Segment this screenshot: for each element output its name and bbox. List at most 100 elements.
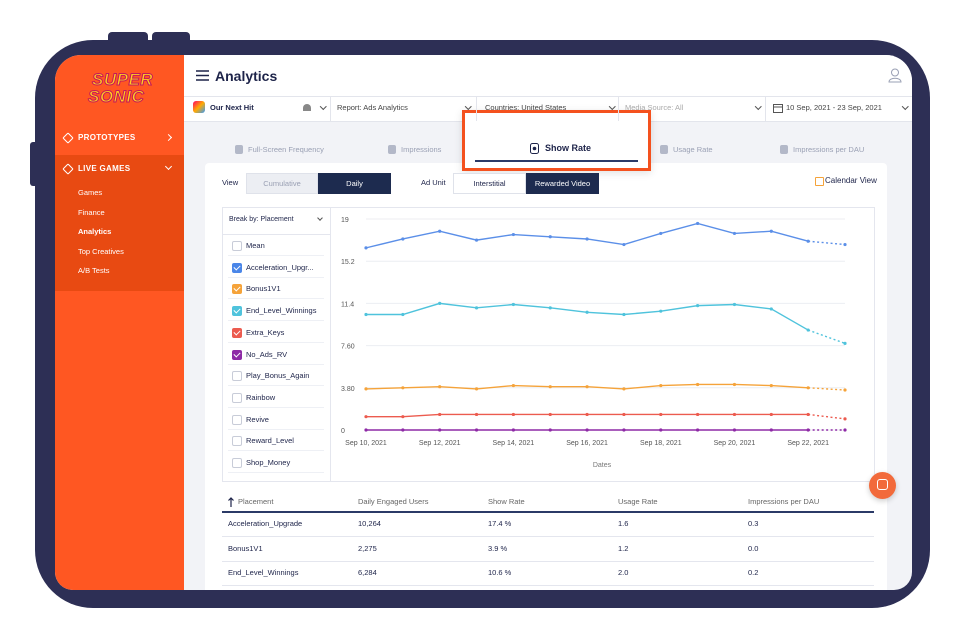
- table-header-rule: [222, 511, 874, 513]
- filter[interactable]: Our Next Hit: [210, 103, 254, 112]
- data-point: [769, 229, 773, 233]
- checkbox[interactable]: [232, 262, 242, 273]
- segment-label[interactable]: Rewarded Video: [534, 179, 591, 188]
- x-tick-label: Sep 18, 2021: [640, 440, 682, 447]
- segment-label[interactable]: Interstitial: [473, 179, 506, 188]
- table-cell: 3.9 %: [488, 543, 508, 553]
- y-tick-label: 0: [341, 428, 345, 435]
- breakdown-select[interactable]: Break by: Placement: [229, 216, 294, 223]
- data-point: [732, 382, 737, 387]
- filter-separator: [330, 97, 331, 121]
- nav-section[interactable]: LIVE GAMES: [78, 164, 131, 173]
- placement-label[interactable]: Rainbow: [246, 392, 276, 402]
- checkbox[interactable]: [232, 436, 242, 447]
- user-icon[interactable]: [888, 68, 902, 83]
- placement-label[interactable]: Extra_Keys: [246, 327, 285, 337]
- placement-label[interactable]: Revive: [246, 414, 269, 424]
- placement-label[interactable]: End_Level_Winnings: [246, 306, 317, 316]
- segment-button[interactable]: [246, 173, 318, 194]
- filter[interactable]: 10 Sep, 2021 - 23 Sep, 2021: [786, 103, 882, 112]
- table-cell: 2.0: [618, 568, 629, 578]
- x-tick-label: Sep 16, 2021: [566, 440, 608, 447]
- breakdown-panel: Break by: Placement Mean Acceleration_Upgr…: [222, 207, 331, 481]
- checkbox[interactable]: [232, 284, 242, 295]
- checkbox[interactable]: [232, 392, 242, 403]
- calendar-icon: [815, 177, 824, 186]
- data-point: [474, 428, 479, 432]
- filter[interactable]: Countries: United States: [485, 103, 567, 112]
- series-line-projected: [808, 387, 846, 391]
- segment-button[interactable]: [318, 173, 391, 194]
- tab[interactable]: Usage Rate: [673, 145, 713, 154]
- checkbox[interactable]: [232, 349, 242, 360]
- dropdown-chevron[interactable]: [317, 215, 323, 221]
- nav-item[interactable]: Games: [78, 188, 103, 197]
- tab-icon: [235, 145, 243, 154]
- checkbox[interactable]: [232, 414, 242, 425]
- placement-label[interactable]: Mean: [246, 241, 265, 250]
- tab[interactable]: Impressions per DAU: [793, 145, 865, 154]
- segment-label[interactable]: Cumulative: [263, 179, 301, 188]
- placement-label[interactable]: Play_Bonus_Again: [246, 371, 310, 381]
- y-tick-label: 19: [341, 217, 349, 224]
- checkbox[interactable]: [232, 241, 242, 251]
- sort-arrow[interactable]: [228, 497, 234, 507]
- data-point: [659, 428, 663, 432]
- segment-button[interactable]: [453, 173, 526, 194]
- data-point: [511, 383, 515, 388]
- chat-button[interactable]: [869, 472, 896, 499]
- filter[interactable]: Report: Ads Analytics: [337, 103, 408, 112]
- data-point: [585, 237, 589, 241]
- tab-active[interactable]: Show Rate: [545, 143, 592, 153]
- table-header: Daily Engaged Users: [358, 497, 429, 506]
- checkbox[interactable]: [232, 306, 242, 317]
- table-cell: 2,275: [358, 543, 377, 553]
- checkbox[interactable]: [232, 327, 242, 338]
- placement-label[interactable]: No_Ads_RV: [246, 349, 288, 359]
- nav-item[interactable]: Analytics: [78, 227, 112, 237]
- data-point: [401, 312, 405, 317]
- checkbox[interactable]: [232, 371, 242, 382]
- row-divider: [222, 234, 330, 235]
- row-divider: [228, 320, 324, 322]
- data-point: [474, 387, 479, 391]
- android-icon: [303, 104, 311, 111]
- placement-label[interactable]: Bonus1V1: [246, 284, 281, 294]
- data-point: [696, 382, 700, 387]
- filter-separator: [765, 97, 766, 121]
- menu-icon: [196, 70, 209, 81]
- table-row-rule: [222, 560, 874, 562]
- data-point: [843, 388, 847, 392]
- tab[interactable]: Full-Screen Frequency: [248, 145, 324, 154]
- placement-label[interactable]: Shop_Money: [246, 458, 291, 467]
- nav-item[interactable]: Finance: [78, 207, 105, 217]
- data-point: [401, 415, 405, 419]
- placement-label[interactable]: Acceleration_Upgr...: [246, 262, 314, 272]
- table-row-rule: [222, 536, 874, 537]
- data-point: [364, 428, 368, 432]
- segment-button[interactable]: [526, 173, 599, 194]
- row-divider: [228, 298, 324, 300]
- placement-label[interactable]: Reward_Level: [246, 436, 294, 446]
- segment-label[interactable]: Daily: [346, 179, 363, 188]
- checkbox[interactable]: [232, 458, 242, 468]
- row-divider: [228, 363, 324, 365]
- table-header[interactable]: Placement: [238, 497, 274, 506]
- data-point: [732, 302, 737, 307]
- tab[interactable]: Impressions: [401, 145, 442, 154]
- nav-item[interactable]: Top Creatives: [78, 246, 124, 256]
- data-point: [511, 428, 515, 432]
- tab-icon: [660, 145, 668, 154]
- nav-item[interactable]: A/B Tests: [78, 266, 110, 276]
- nav-section[interactable]: PROTOTYPES: [78, 133, 136, 142]
- tab-icon: [388, 145, 396, 154]
- data-point: [843, 417, 847, 421]
- calendar-view[interactable]: Calendar View: [825, 176, 877, 185]
- app-icon: [193, 101, 205, 113]
- data-point: [438, 412, 442, 417]
- filter[interactable]: Media Source: All: [625, 103, 684, 112]
- table: Placement Daily Engaged Users Show Rate Usa…: [222, 491, 874, 590]
- data-point: [364, 415, 368, 419]
- table-cell: 1.2: [618, 543, 629, 553]
